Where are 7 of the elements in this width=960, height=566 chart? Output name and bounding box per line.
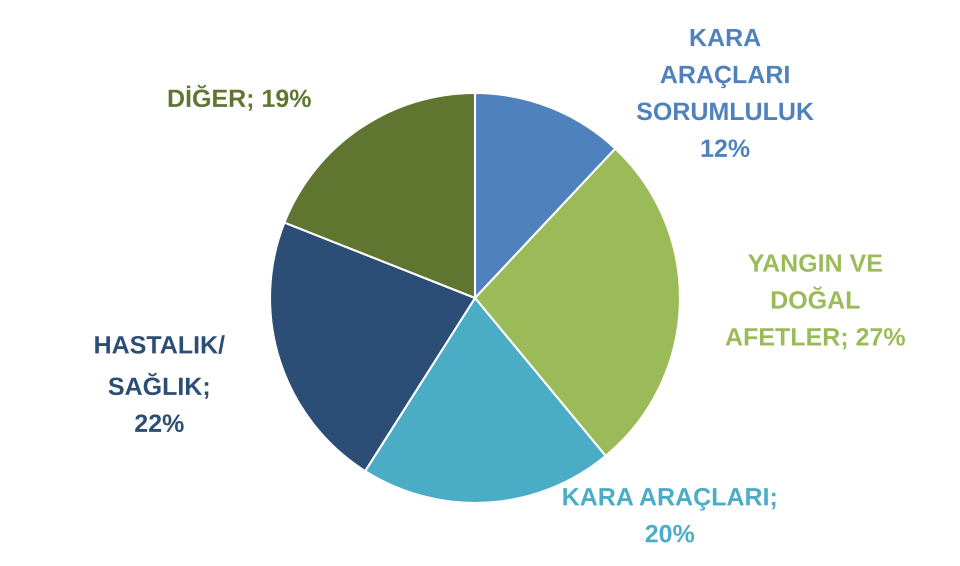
slice-label: HASTALIK/ SAĞLIK; 22%: [95, 335, 225, 432]
slice-label: YANGIN VE DOĞAL AFETLER; 27%: [726, 254, 905, 350]
slice-label: KARA ARAÇLARI SORUMLULUK: [636, 28, 814, 120]
data-label: 12%: [702, 139, 750, 158]
category-label: KARA ARAÇLARI;: [563, 488, 776, 511]
text: 20%: [646, 524, 694, 543]
slice-label: DİĞER; 19%: [168, 84, 311, 111]
